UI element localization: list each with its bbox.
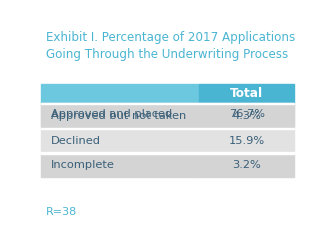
Bar [41, 103, 294, 104]
Bar [199, 103, 294, 126]
Text: 76.7%: 76.7% [229, 110, 265, 119]
Text: Approved and placed: Approved and placed [51, 110, 172, 119]
Bar [41, 84, 199, 103]
Bar [41, 104, 199, 127]
Bar [199, 129, 294, 152]
Text: 15.9%: 15.9% [229, 136, 265, 146]
Bar [199, 84, 294, 103]
Text: Total: Total [230, 87, 263, 100]
Bar [41, 103, 199, 126]
Bar [41, 129, 199, 152]
Text: R=38: R=38 [46, 207, 77, 218]
Bar [41, 154, 199, 177]
Text: Declined: Declined [51, 136, 101, 146]
Bar [41, 152, 294, 154]
Text: Exhibit I. Percentage of 2017 Applications
Going Through the Underwriting Proces: Exhibit I. Percentage of 2017 Applicatio… [46, 31, 295, 61]
Bar [199, 154, 294, 177]
Text: 3.2%: 3.2% [232, 160, 261, 170]
Bar [41, 127, 294, 129]
Text: 4.3%: 4.3% [232, 111, 261, 121]
Bar [199, 104, 294, 127]
Text: Approved but not taken: Approved but not taken [51, 111, 186, 121]
Text: Incomplete: Incomplete [51, 160, 115, 170]
